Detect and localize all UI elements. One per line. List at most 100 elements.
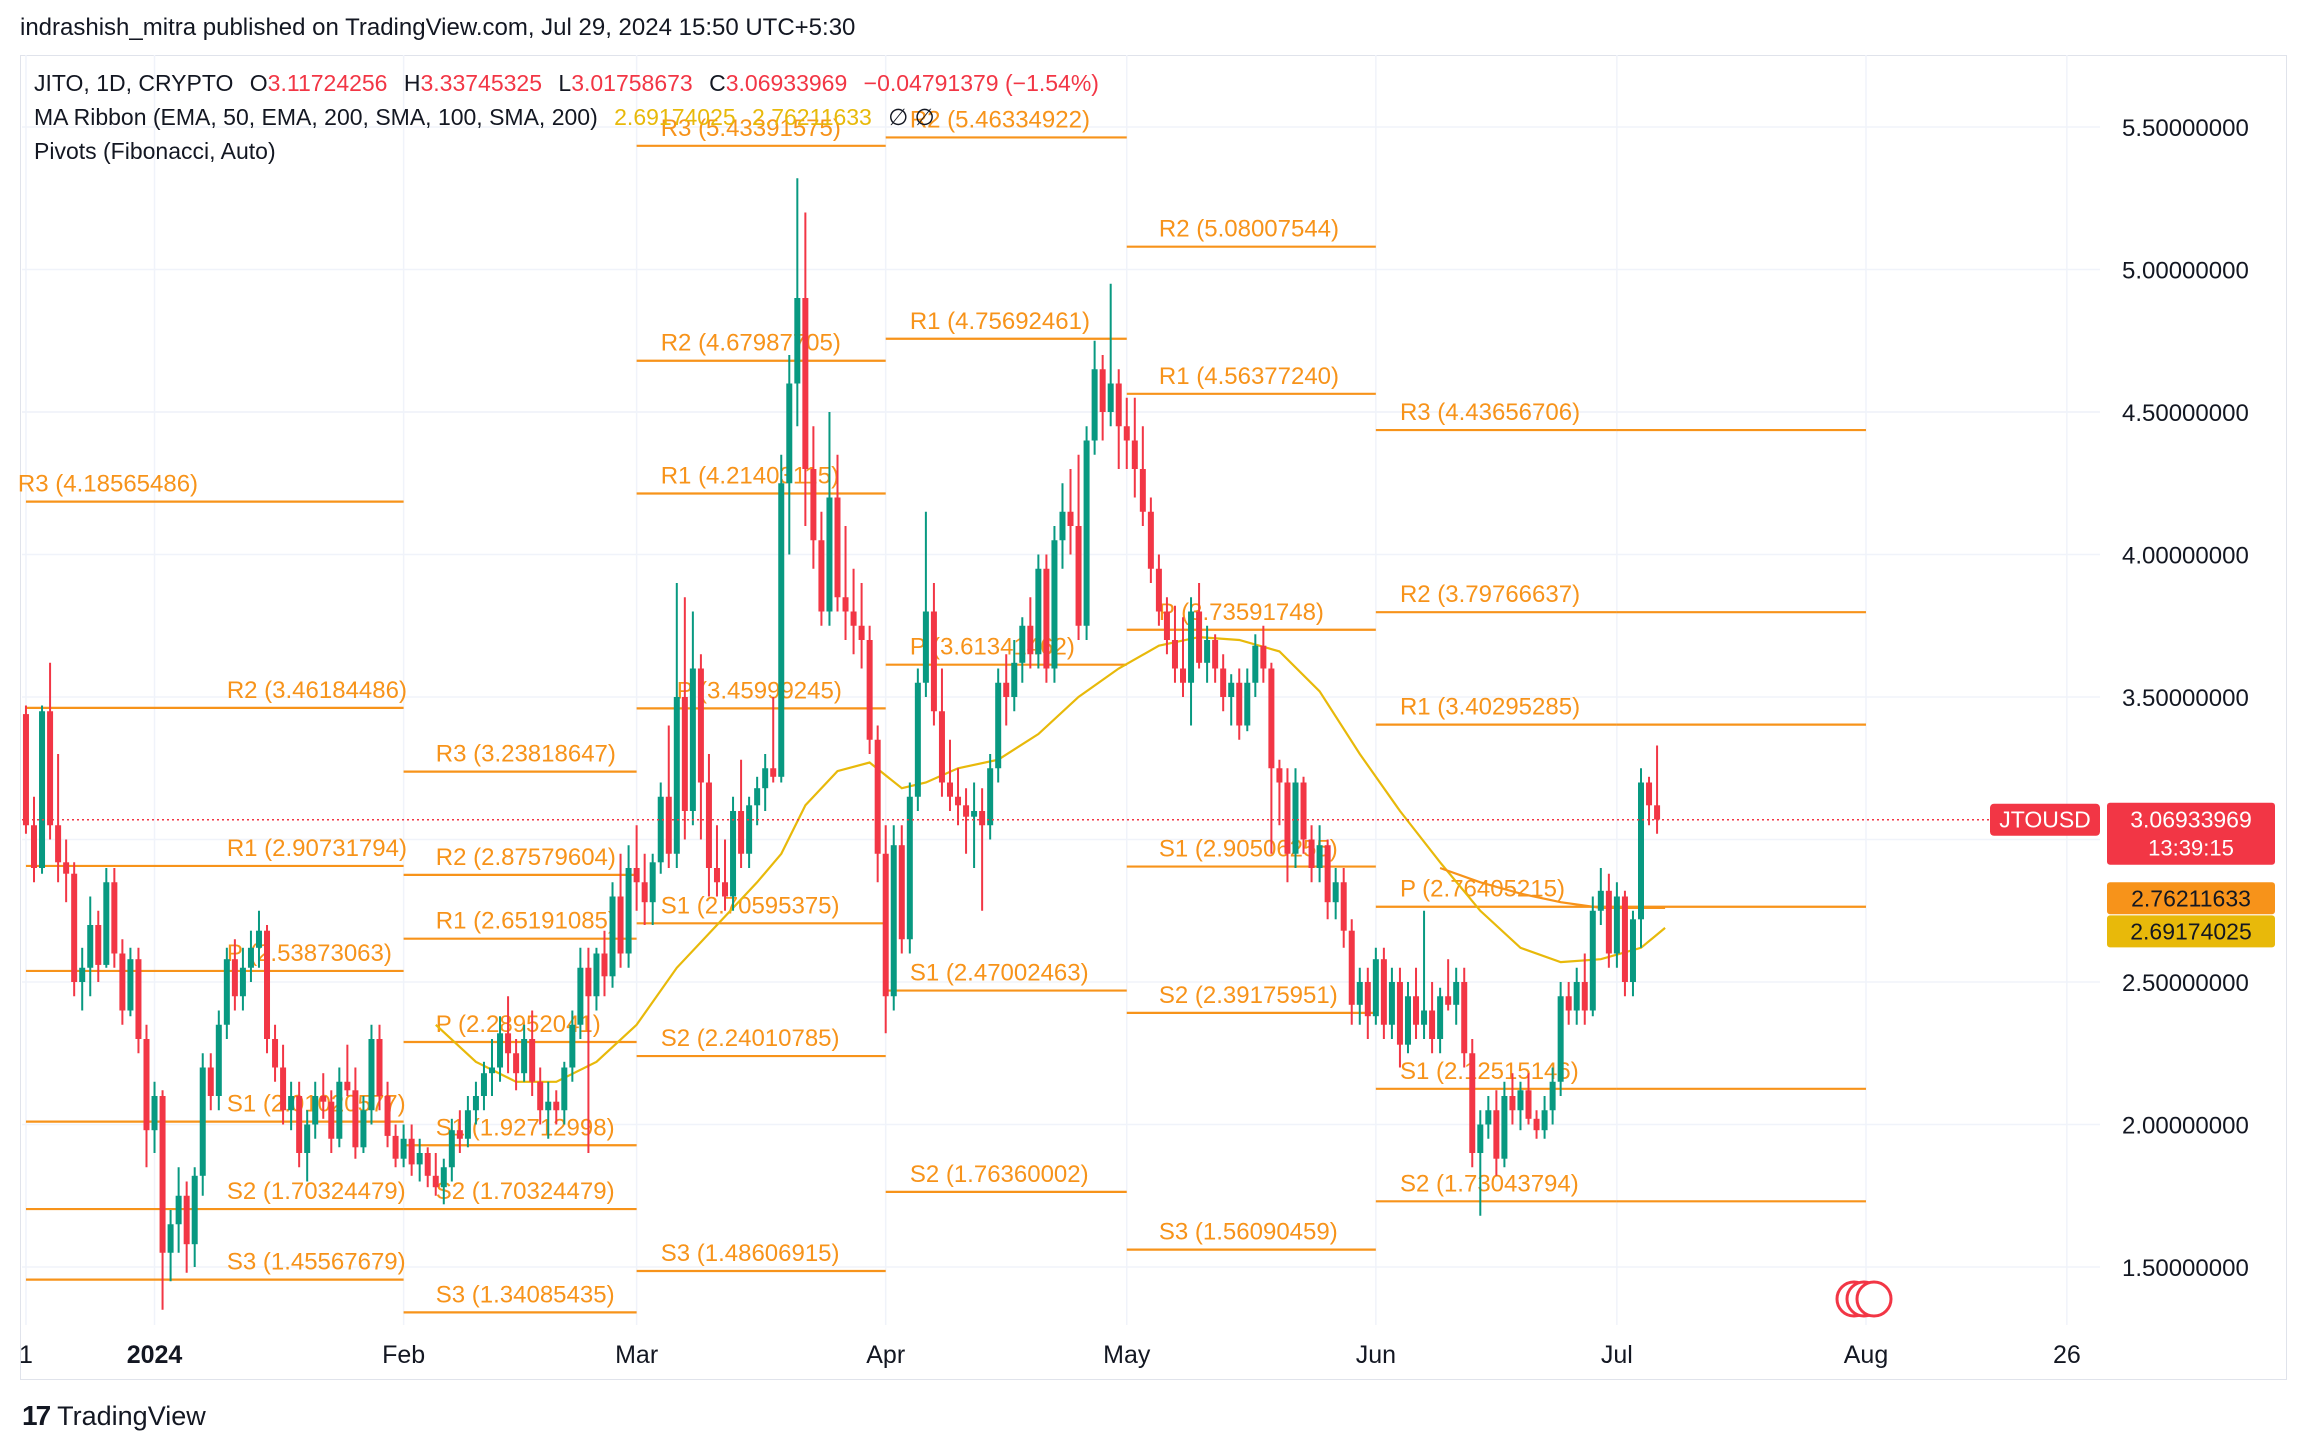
candle-body (818, 540, 825, 612)
x-tick-label: Jun (1356, 1341, 1396, 1369)
price-tag-countdown: 13:39:15 (2148, 836, 2234, 861)
candle-body (119, 953, 126, 1011)
y-tick-label: 3.50000000 (2122, 685, 2249, 712)
candle-body (1284, 782, 1291, 854)
candle-body (1035, 568, 1042, 655)
y-tick-label: 4.00000000 (2122, 543, 2249, 570)
pivot-level-label: S1 (2.70595375) (661, 892, 840, 919)
candle-body (762, 768, 769, 789)
symbol-tag-label: JTOUSD (1999, 807, 2091, 833)
candle-body (175, 1195, 182, 1225)
candle-body (665, 796, 672, 854)
candle-body (786, 383, 793, 484)
candle-body (1220, 668, 1227, 697)
candle-body (971, 811, 978, 817)
candle-body (392, 1135, 399, 1159)
tradingview-footer[interactable]: 17 TradingView (22, 1400, 206, 1432)
candle-body (159, 1096, 166, 1253)
candle-body (1300, 782, 1307, 840)
candle-body (1196, 611, 1203, 663)
candle-body (247, 947, 254, 968)
candle-body (689, 668, 696, 811)
publish-header: indrashish_mitra published on TradingVie… (20, 14, 856, 41)
pivot-level-label: R2 (3.79766637) (1400, 581, 1580, 608)
price-tag-value: 3.06933969 (2130, 807, 2252, 833)
candle-body (778, 483, 785, 777)
candle-body (979, 811, 986, 826)
pivot-level-label: P (2.53873063) (227, 940, 392, 967)
pivot-level-label: R1 (2.65191085) (436, 908, 616, 935)
candle-body (1268, 668, 1275, 769)
candle-body (1171, 640, 1178, 669)
pivot-level-label: P (3.45999245) (677, 677, 842, 704)
candle-body (995, 682, 1002, 769)
candle-body (914, 682, 921, 797)
candle-body (987, 768, 994, 826)
pivot-level-label: S3 (1.45567679) (227, 1249, 406, 1276)
candle-body (143, 1039, 150, 1131)
candle-body (328, 1101, 335, 1139)
candle-body (505, 1033, 512, 1054)
candle-body (657, 796, 664, 863)
x-tick-label: 26 (2053, 1341, 2081, 1369)
candle-body (1139, 469, 1146, 512)
candle-body (553, 1101, 560, 1111)
candle-body (963, 805, 970, 817)
candle-body (770, 768, 777, 777)
candle-body (537, 1081, 544, 1111)
candle-body (955, 796, 962, 806)
candle-body (264, 930, 271, 1039)
candle-body (215, 1024, 222, 1096)
candle-body (834, 497, 841, 598)
y-tick-label: 4.50000000 (2122, 400, 2249, 427)
x-tick-label: 1 (19, 1341, 33, 1369)
candle-body (842, 597, 849, 612)
candle-body (1163, 611, 1170, 640)
candle-body (1621, 896, 1628, 982)
pivot-level-label: R1 (4.21403115) (661, 463, 839, 490)
tradingview-brand: TradingView (57, 1400, 206, 1431)
candle-body (1083, 440, 1090, 626)
candle-body (601, 953, 608, 977)
candle-body (1380, 959, 1387, 1025)
candle-body (1147, 511, 1154, 569)
candle-body (1308, 839, 1315, 868)
candle-body (810, 469, 817, 541)
pivots-legend[interactable]: Pivots (Fibonacci, Auto) (34, 138, 286, 165)
pivot-level-label: R1 (4.75692461) (910, 308, 1090, 335)
candle-body (1131, 440, 1138, 469)
candle-body (1453, 982, 1460, 1005)
candle-body (103, 882, 110, 965)
candle-body (320, 1096, 327, 1102)
candle-body (1541, 1110, 1548, 1131)
candle-body (497, 1033, 504, 1068)
candle-body (585, 967, 592, 997)
candle-body (1252, 645, 1259, 683)
candle-body (625, 868, 632, 954)
candle-body (1292, 782, 1299, 854)
candle-body (1469, 1053, 1476, 1153)
candle-body (39, 711, 46, 868)
candle-body (424, 1153, 431, 1176)
candle-body (938, 711, 945, 783)
candle-body (71, 873, 78, 982)
symbol-tag (1990, 803, 2100, 836)
candle-body (384, 1096, 391, 1136)
candle-body (930, 611, 937, 712)
pivot-level-label: R3 (4.18565486) (18, 471, 198, 498)
ma-ribbon-legend[interactable]: MA Ribbon (EMA, 50, EMA, 200, SMA, 100, … (34, 104, 945, 131)
candle-body (31, 825, 37, 868)
candle-body (199, 1067, 206, 1176)
candle-body (135, 959, 142, 1039)
candle-body (794, 298, 801, 384)
legend-symbol[interactable]: JITO, 1D, CRYPTO (34, 70, 234, 96)
candle-body (1204, 640, 1211, 663)
candle-body (529, 1039, 536, 1082)
y-tick-label: 2.50000000 (2122, 970, 2249, 997)
candle-body (609, 896, 616, 977)
candle-body (890, 845, 897, 997)
ohlc-legend: JITO, 1D, CRYPTO O3.11724256 H3.33745325… (34, 70, 1109, 97)
candle-body (705, 782, 712, 868)
candle-body (1629, 919, 1636, 982)
